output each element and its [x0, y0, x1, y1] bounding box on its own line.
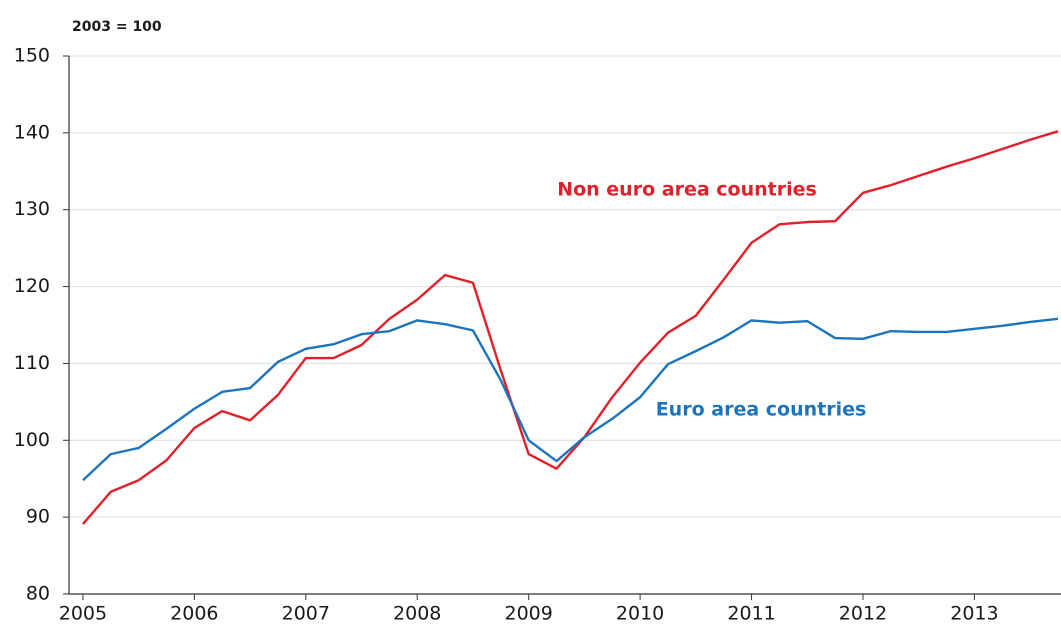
y-tick-label: 80: [26, 583, 50, 605]
y-axis-label: 2003 = 100: [72, 19, 162, 35]
annotation: Euro area countries: [656, 399, 867, 421]
y-tick-label: 120: [14, 275, 50, 297]
y-tick-label: 110: [14, 352, 50, 374]
x-tick-label: 2011: [727, 603, 775, 625]
y-tick-label: 130: [14, 198, 50, 220]
series-line: [82, 317, 1059, 482]
x-tick-label: 2006: [170, 603, 218, 625]
y-tick-label: 100: [14, 429, 50, 451]
annotation: Non euro area countries: [557, 179, 817, 201]
x-tick-label: 2007: [282, 603, 330, 625]
x-tick-label: 2013: [950, 603, 998, 625]
y-tick-label: 90: [26, 506, 50, 528]
x-tick-label: 2010: [616, 603, 664, 625]
y-tick-label: 150: [14, 45, 50, 67]
series-line: [82, 130, 1059, 525]
x-tick-label: 2009: [504, 603, 552, 625]
x-tick-label: 2008: [393, 603, 441, 625]
x-tick-label: 2005: [59, 603, 107, 625]
y-tick-label: 140: [14, 121, 50, 143]
x-tick-label: 2012: [839, 603, 887, 625]
